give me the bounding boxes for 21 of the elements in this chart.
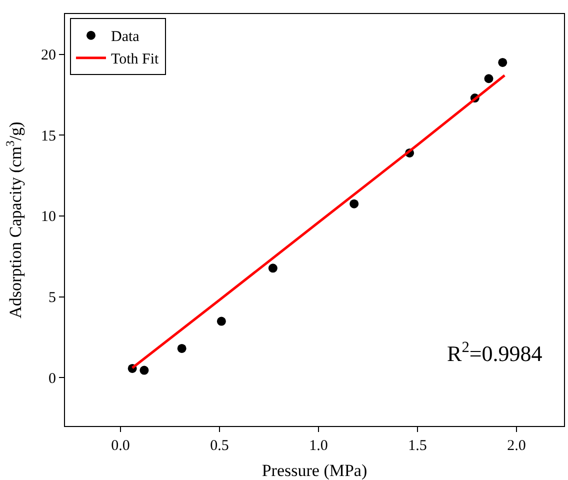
x-axis-title: Pressure (MPa) [262,461,368,480]
point [484,74,494,84]
y-tick-label: 5 [48,290,56,306]
point [216,316,226,326]
point [350,199,359,208]
point [268,264,278,273]
point [140,366,149,375]
x-tick-label: 1.0 [309,438,328,454]
y-tick-label: 0 [48,370,56,387]
x-tick-label: 0.5 [210,438,229,454]
annotation: R$^{2}$=0.9984 [447,339,542,366]
legend-label: Toth Fit [110,52,160,68]
point [177,344,186,353]
y-tick-label: 15 [41,128,56,144]
x-tick-label: 1.5 [408,438,427,454]
legend-label: Data [110,29,140,46]
x-tick-label: 0.0 [111,438,130,454]
point [498,58,508,67]
x-tick-label: 2.0 [507,438,526,454]
y-tick-label: 20 [41,48,56,64]
y-tick-label: 10 [41,209,56,226]
